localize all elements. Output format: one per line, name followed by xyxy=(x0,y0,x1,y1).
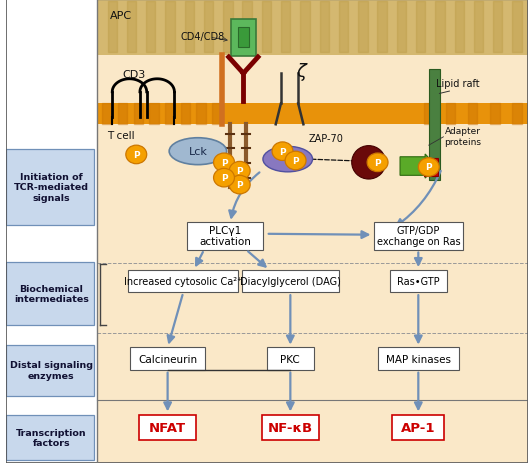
FancyBboxPatch shape xyxy=(6,0,97,463)
Text: P: P xyxy=(374,158,381,168)
FancyArrow shape xyxy=(400,155,437,179)
Text: Diacylglycerol (DAG): Diacylglycerol (DAG) xyxy=(240,276,341,287)
Text: ζ: ζ xyxy=(296,63,306,81)
FancyBboxPatch shape xyxy=(378,348,459,370)
FancyBboxPatch shape xyxy=(6,345,95,396)
Circle shape xyxy=(285,152,306,170)
Circle shape xyxy=(126,146,147,164)
Text: Lipid raft: Lipid raft xyxy=(436,79,479,89)
Text: PLCγ1
activation: PLCγ1 activation xyxy=(199,225,251,247)
Text: Lck: Lck xyxy=(188,147,208,157)
FancyBboxPatch shape xyxy=(97,104,528,125)
FancyBboxPatch shape xyxy=(130,348,205,370)
FancyBboxPatch shape xyxy=(392,415,445,440)
Text: P: P xyxy=(237,167,243,176)
Text: GTP/GDP
exchange on Ras: GTP/GDP exchange on Ras xyxy=(376,225,460,247)
Text: AP-1: AP-1 xyxy=(401,421,436,434)
Ellipse shape xyxy=(263,147,313,172)
FancyBboxPatch shape xyxy=(6,416,95,459)
FancyBboxPatch shape xyxy=(423,158,438,177)
Text: T cell: T cell xyxy=(108,131,135,141)
Ellipse shape xyxy=(352,146,385,180)
FancyBboxPatch shape xyxy=(6,149,95,226)
FancyBboxPatch shape xyxy=(139,415,196,440)
FancyBboxPatch shape xyxy=(267,348,314,370)
Text: ZAP-70: ZAP-70 xyxy=(309,134,344,144)
Circle shape xyxy=(213,169,234,188)
Text: P: P xyxy=(221,158,228,168)
FancyBboxPatch shape xyxy=(128,270,238,293)
Text: NF-κB: NF-κB xyxy=(268,421,313,434)
Circle shape xyxy=(229,162,250,181)
Ellipse shape xyxy=(169,138,227,165)
Text: P: P xyxy=(221,174,228,183)
FancyBboxPatch shape xyxy=(242,270,338,293)
Text: P: P xyxy=(237,181,243,190)
Text: NFAT: NFAT xyxy=(149,421,186,434)
Text: P: P xyxy=(279,147,286,156)
Text: CD4/CD8: CD4/CD8 xyxy=(181,32,225,42)
Circle shape xyxy=(367,154,388,172)
Text: CD3: CD3 xyxy=(122,70,145,80)
FancyBboxPatch shape xyxy=(262,415,319,440)
Text: Increased cytosolic Ca²⁺: Increased cytosolic Ca²⁺ xyxy=(124,276,242,287)
FancyBboxPatch shape xyxy=(238,28,249,48)
Text: Transcription
factors: Transcription factors xyxy=(16,428,87,447)
FancyBboxPatch shape xyxy=(187,222,263,250)
Circle shape xyxy=(272,143,293,161)
FancyBboxPatch shape xyxy=(390,270,447,293)
Text: Initiation of
TCR-mediated
signals: Initiation of TCR-mediated signals xyxy=(14,173,89,202)
Circle shape xyxy=(229,176,250,194)
Text: Ras•GTP: Ras•GTP xyxy=(397,276,440,287)
FancyBboxPatch shape xyxy=(6,263,95,325)
FancyBboxPatch shape xyxy=(231,20,256,56)
FancyBboxPatch shape xyxy=(97,0,528,463)
Text: Distal signaling
enzymes: Distal signaling enzymes xyxy=(10,361,93,380)
Text: Adapter
proteins: Adapter proteins xyxy=(445,127,482,146)
Text: Biochemical
intermediates: Biochemical intermediates xyxy=(14,284,89,304)
Text: P: P xyxy=(133,150,139,160)
Text: APC: APC xyxy=(110,11,133,21)
Circle shape xyxy=(213,154,234,172)
Text: PKC: PKC xyxy=(280,354,300,364)
Circle shape xyxy=(418,158,439,177)
FancyBboxPatch shape xyxy=(97,0,528,56)
FancyBboxPatch shape xyxy=(429,69,440,181)
Text: P: P xyxy=(426,163,432,172)
Text: Calcineurin: Calcineurin xyxy=(138,354,197,364)
FancyBboxPatch shape xyxy=(374,222,463,250)
Text: P: P xyxy=(293,156,299,166)
Text: MAP kinases: MAP kinases xyxy=(386,354,451,364)
